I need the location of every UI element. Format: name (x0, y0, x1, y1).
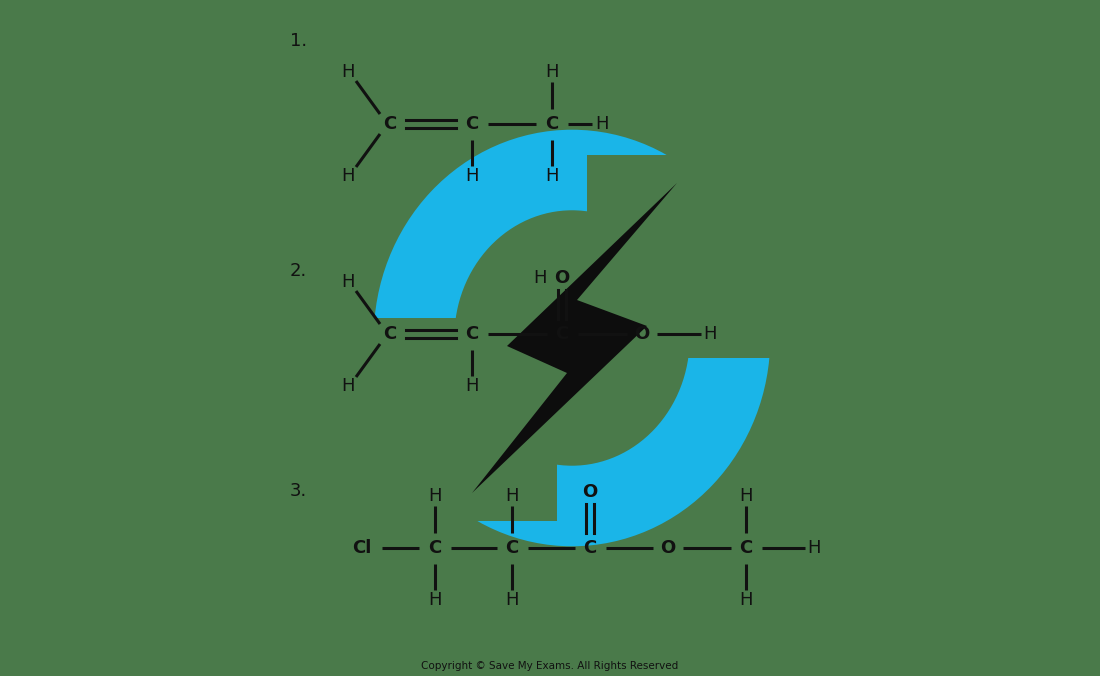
Text: H: H (546, 167, 559, 185)
Text: H: H (428, 487, 442, 505)
Text: C: C (546, 115, 559, 133)
Text: C: C (465, 325, 478, 343)
Text: O: O (635, 325, 650, 343)
Polygon shape (587, 155, 780, 358)
Text: H: H (534, 269, 547, 287)
Text: Cl: Cl (352, 539, 372, 557)
Text: C: C (556, 325, 569, 343)
Text: H: H (595, 115, 608, 133)
Text: H: H (465, 167, 478, 185)
Text: H: H (465, 377, 478, 395)
Text: H: H (739, 487, 752, 505)
Text: C: C (583, 539, 596, 557)
Text: O: O (582, 483, 597, 501)
Polygon shape (472, 183, 676, 493)
Polygon shape (364, 318, 557, 521)
Text: H: H (341, 167, 354, 185)
Text: C: C (384, 115, 397, 133)
Text: H: H (341, 377, 354, 395)
Text: H: H (428, 591, 442, 609)
Text: 1.: 1. (290, 32, 307, 50)
Text: 3.: 3. (290, 482, 307, 500)
Text: C: C (465, 115, 478, 133)
Text: O: O (660, 539, 675, 557)
Text: H: H (505, 591, 519, 609)
Text: O: O (554, 269, 570, 287)
Text: Copyright © Save My Exams. All Rights Reserved: Copyright © Save My Exams. All Rights Re… (421, 661, 679, 671)
Text: C: C (384, 325, 397, 343)
Text: C: C (739, 539, 752, 557)
Text: H: H (341, 273, 354, 291)
Text: H: H (807, 539, 821, 557)
Text: H: H (546, 63, 559, 81)
Text: H: H (703, 325, 717, 343)
Text: H: H (341, 63, 354, 81)
Text: C: C (505, 539, 518, 557)
Text: C: C (428, 539, 441, 557)
Text: H: H (739, 591, 752, 609)
Text: H: H (505, 487, 519, 505)
Text: 2.: 2. (290, 262, 307, 280)
